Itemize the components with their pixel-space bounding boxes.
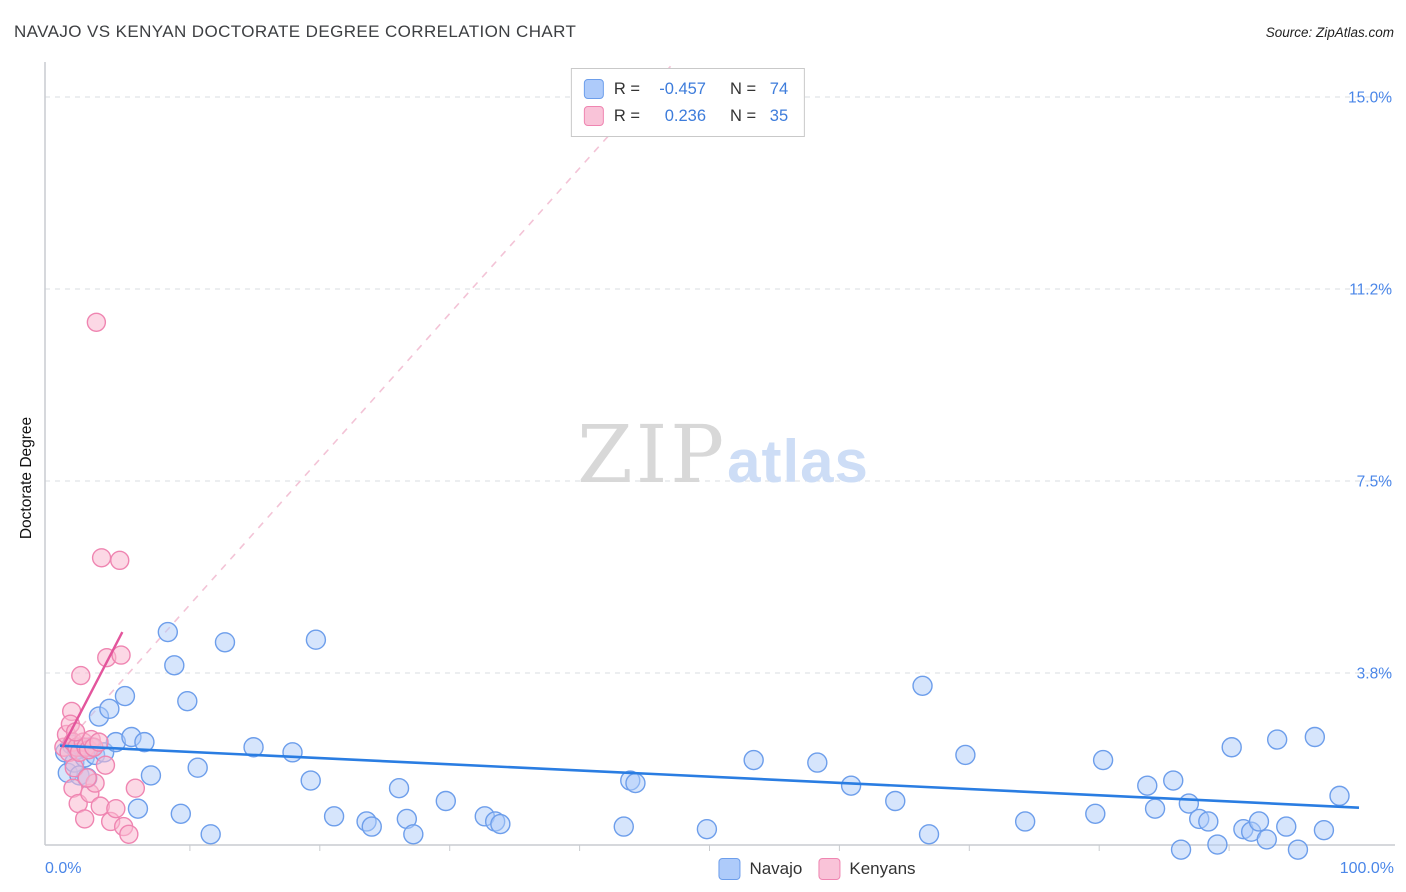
navajo-point xyxy=(490,813,511,835)
y-axis-title: Doctorate Degree xyxy=(18,416,35,540)
y-tick-label: 15.0% xyxy=(1348,90,1392,107)
navajo-point xyxy=(918,824,940,845)
navajo-point xyxy=(157,621,179,643)
navajo-point xyxy=(955,744,976,766)
navajo-point xyxy=(388,778,410,799)
kenyans-point xyxy=(86,312,107,332)
navajo-point xyxy=(1198,811,1219,832)
n-value: 74 xyxy=(769,79,789,98)
navajo-point xyxy=(807,752,828,773)
r-label: R = xyxy=(613,106,640,125)
navajo-point xyxy=(1266,729,1288,750)
navajo-point xyxy=(1313,819,1335,841)
legend-label-navajo: Navajo xyxy=(749,859,803,878)
navajo-point xyxy=(134,731,155,753)
kenyans-point xyxy=(106,798,126,819)
navajo-point xyxy=(305,629,327,650)
n-value: 35 xyxy=(769,106,789,125)
kenyans-point xyxy=(125,778,146,798)
r-label: R = xyxy=(613,79,640,98)
navajo-point xyxy=(323,806,345,827)
navajo-point xyxy=(214,632,236,653)
navajo-point xyxy=(625,772,646,794)
navajo-point xyxy=(1207,834,1228,855)
legend-label-kenyans: Kenyans xyxy=(849,859,916,878)
navajo-point xyxy=(127,798,149,819)
navajo-point xyxy=(1276,816,1297,837)
navajo-point xyxy=(99,698,120,720)
navajo-point xyxy=(840,775,862,796)
navajo-point xyxy=(1248,811,1270,832)
navajo-point xyxy=(187,757,208,778)
legend-row-kenyans: R = 0.236 N = 35 xyxy=(583,106,789,126)
y-tick-label: 11.2% xyxy=(1349,282,1392,299)
navajo-trend-line xyxy=(59,744,1360,809)
navajo-point xyxy=(282,742,303,763)
navajo-point xyxy=(1304,726,1326,748)
n-label: N = xyxy=(730,79,757,98)
kenyans-swatch xyxy=(583,106,604,126)
kenyans-point xyxy=(95,755,116,775)
source-label: Source: ZipAtlas.com xyxy=(1265,25,1394,40)
navajo-point xyxy=(164,655,185,676)
navajo-point xyxy=(243,737,264,758)
kenyans-point xyxy=(71,665,91,686)
legend-row-navajo: R = -0.457 N = 74 xyxy=(583,79,789,99)
kenyans-point xyxy=(91,548,112,568)
navajo-point xyxy=(1163,770,1184,791)
navajo-point xyxy=(1170,839,1192,860)
navajo-point xyxy=(743,749,764,771)
navajo-point xyxy=(1144,798,1166,819)
kenyans-swatch xyxy=(818,858,841,880)
navajo-point xyxy=(300,770,321,791)
y-tick-label: 7.5% xyxy=(1357,474,1393,491)
navajo-point xyxy=(1085,803,1106,824)
navajo-point xyxy=(177,690,198,712)
kenyans-point xyxy=(74,809,95,829)
navajo-point xyxy=(200,824,221,845)
navajo-point xyxy=(912,675,933,696)
r-value: -0.457 xyxy=(659,79,706,98)
navajo-swatch xyxy=(583,79,604,99)
navajo-point xyxy=(170,803,192,824)
legend-item-navajo: Navajo xyxy=(718,858,802,880)
chart-title: NAVAJO VS KENYAN DOCTORATE DEGREE CORREL… xyxy=(14,22,577,41)
navajo-swatch xyxy=(718,858,741,880)
navajo-point xyxy=(696,818,718,840)
n-label: N = xyxy=(730,106,757,125)
kenyans-point xyxy=(77,768,97,788)
navajo-point xyxy=(1329,785,1350,807)
y-tick-label: 3.8% xyxy=(1357,666,1393,683)
navajo-point xyxy=(1256,829,1277,850)
navajo-point xyxy=(361,816,382,837)
series-legend: Navajo Kenyans xyxy=(718,858,916,880)
navajo-point xyxy=(1092,749,1114,771)
kenyans-point xyxy=(111,645,131,665)
navajo-point xyxy=(435,790,457,812)
x-axis-min-label: 0.0% xyxy=(45,860,82,877)
correlation-legend: R = -0.457 N = 74 R = 0.236 N = 35 xyxy=(570,68,806,137)
navajo-point xyxy=(114,685,136,707)
navajo-point xyxy=(1221,737,1242,758)
kenyans-point xyxy=(119,824,139,844)
legend-item-kenyans: Kenyans xyxy=(818,858,916,880)
navajo-point xyxy=(613,816,634,837)
navajo-point xyxy=(403,824,424,845)
navajo-point xyxy=(1137,775,1158,796)
navajo-point xyxy=(1287,839,1309,860)
kenyans-point xyxy=(110,550,130,571)
r-value: 0.236 xyxy=(664,106,706,125)
kenyans-trend-extension xyxy=(62,65,672,748)
navajo-point xyxy=(140,765,162,786)
navajo-point xyxy=(1014,811,1036,832)
navajo-point xyxy=(885,790,906,812)
x-axis-max-label: 100.0% xyxy=(1339,860,1394,877)
kenyans-trend-line xyxy=(61,631,124,748)
